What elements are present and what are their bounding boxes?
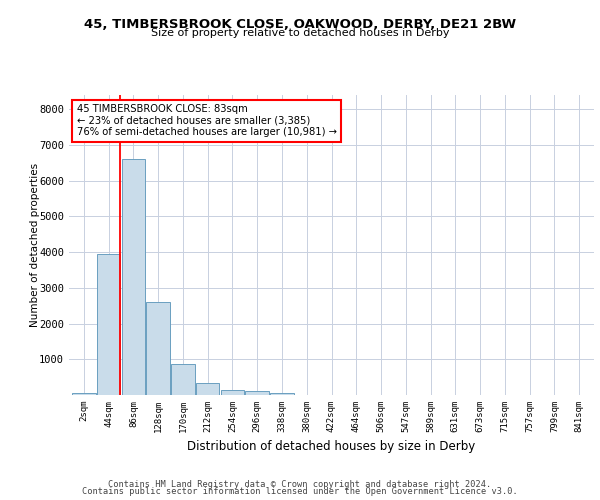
- Bar: [122, 158, 145, 395]
- Text: Contains public sector information licensed under the Open Government Licence v3: Contains public sector information licen…: [82, 488, 518, 496]
- X-axis label: Distribution of detached houses by size in Derby: Distribution of detached houses by size …: [187, 440, 476, 454]
- Text: Contains HM Land Registry data © Crown copyright and database right 2024.: Contains HM Land Registry data © Crown c…: [109, 480, 491, 489]
- Bar: [270, 393, 294, 395]
- Bar: [196, 382, 220, 395]
- Bar: [171, 364, 194, 395]
- Text: 45, TIMBERSBROOK CLOSE, OAKWOOD, DERBY, DE21 2BW: 45, TIMBERSBROOK CLOSE, OAKWOOD, DERBY, …: [84, 18, 516, 30]
- Bar: [97, 254, 121, 395]
- Bar: [72, 393, 95, 395]
- Text: 45 TIMBERSBROOK CLOSE: 83sqm
← 23% of detached houses are smaller (3,385)
76% of: 45 TIMBERSBROOK CLOSE: 83sqm ← 23% of de…: [77, 104, 337, 137]
- Bar: [221, 390, 244, 395]
- Y-axis label: Number of detached properties: Number of detached properties: [30, 163, 40, 327]
- Bar: [245, 392, 269, 395]
- Bar: [146, 302, 170, 395]
- Text: Size of property relative to detached houses in Derby: Size of property relative to detached ho…: [151, 28, 449, 38]
